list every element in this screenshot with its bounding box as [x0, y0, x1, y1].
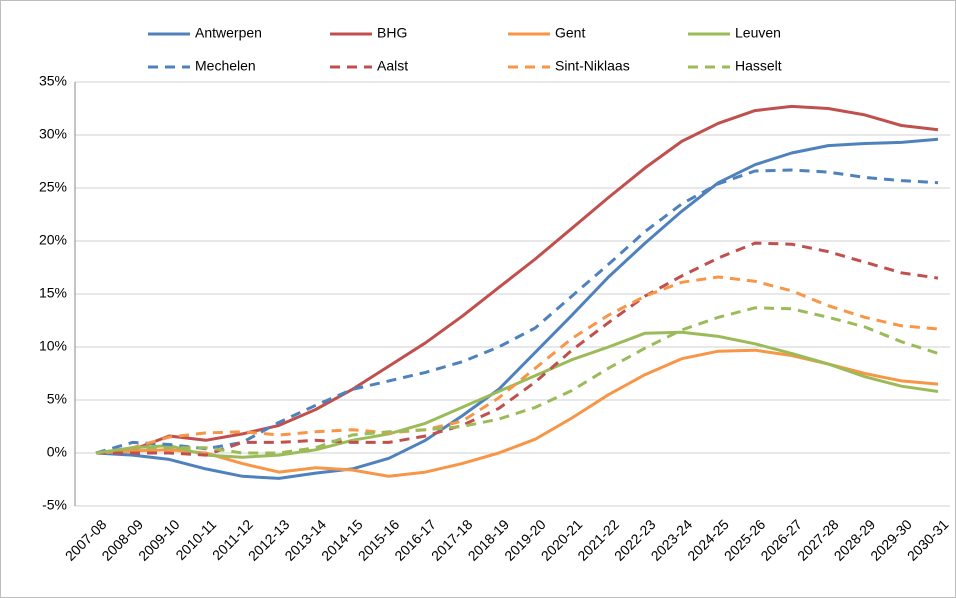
series-line [95, 104, 939, 455]
series-line [95, 348, 939, 478]
series-line [95, 306, 939, 455]
legend-label: Antwerpen [195, 25, 262, 41]
y-tick-label: 10% [39, 338, 67, 354]
series-line [95, 137, 939, 480]
y-tick-label: 35% [39, 73, 67, 89]
y-tick-label: 30% [39, 126, 67, 142]
legend-label: Hasselt [735, 58, 782, 74]
series-line [96, 241, 939, 457]
legend-label: Leuven [735, 25, 781, 41]
series-line [95, 275, 939, 455]
legend-label: Gent [555, 25, 585, 41]
y-tick-label: 25% [39, 179, 67, 195]
legend-label: BHG [377, 25, 407, 41]
y-tick-label: 0% [47, 444, 67, 460]
legend-label: Sint-Niklaas [555, 58, 630, 74]
series-line [95, 330, 939, 459]
legend-label: Aalst [377, 58, 408, 74]
y-tick-label: 5% [47, 391, 67, 407]
legend-label: Mechelen [195, 58, 256, 74]
y-tick-label: 20% [39, 232, 67, 248]
y-tick-label: 15% [39, 285, 67, 301]
y-tick-label: -5% [42, 497, 67, 513]
